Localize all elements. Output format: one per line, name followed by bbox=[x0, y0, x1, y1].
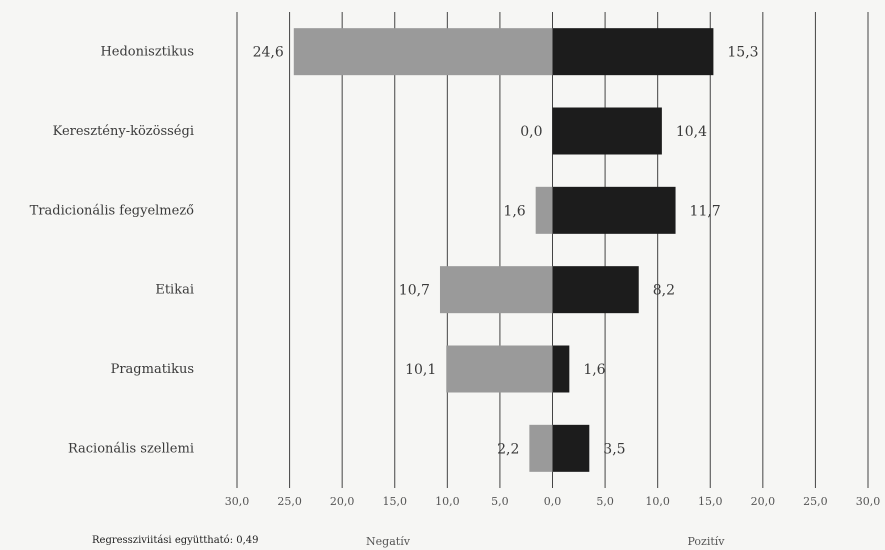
bar-negative bbox=[535, 186, 553, 234]
bar-positive bbox=[552, 186, 676, 234]
value-label-negative: 10,7 bbox=[399, 283, 430, 299]
x-axis-label-negative: Negatív bbox=[366, 535, 411, 548]
value-label-positive: 1,6 bbox=[583, 362, 605, 378]
x-tick-label: 5,0 bbox=[491, 495, 509, 508]
category-label: Etikai bbox=[155, 283, 194, 298]
bar-positive bbox=[552, 266, 639, 314]
category-label: Hedonisztikus bbox=[100, 45, 194, 60]
x-tick-label: 15,0 bbox=[383, 495, 408, 508]
bar-negative bbox=[293, 28, 553, 76]
value-label-positive: 11,7 bbox=[690, 203, 721, 219]
bar-negative bbox=[446, 345, 553, 393]
x-axis-label-positive: Pozitív bbox=[687, 535, 725, 548]
category-labels: Hedonisztikus Keresztény-közösségi Tradici… bbox=[30, 45, 195, 457]
x-tick-label: 0,0 bbox=[544, 495, 562, 508]
bars bbox=[293, 28, 714, 472]
gridlines bbox=[236, 12, 869, 488]
regression-coefficient-note: Regressziviitási együttható: 0,49 bbox=[92, 535, 259, 546]
x-tick-label: 5,0 bbox=[596, 495, 614, 508]
x-tick-label: 25,0 bbox=[277, 495, 302, 508]
value-label-negative: 10,1 bbox=[405, 362, 436, 378]
value-labels: 24,6 15,3 0,0 10,4 1,6 11,7 10,7 8,2 10,1 1,6 2,2 3… bbox=[253, 45, 759, 458]
x-tick-label: 30,0 bbox=[856, 495, 881, 508]
x-tick-label: 25,0 bbox=[803, 495, 828, 508]
value-label-positive: 15,3 bbox=[727, 45, 758, 61]
x-tick-label: 10,0 bbox=[435, 495, 460, 508]
category-label: Keresztény-közösségi bbox=[53, 124, 194, 139]
bar-positive bbox=[552, 424, 590, 472]
x-tick-label: 10,0 bbox=[645, 495, 670, 508]
value-label-positive: 8,2 bbox=[653, 283, 675, 299]
x-tick-label: 30,0 bbox=[225, 495, 250, 508]
x-tick-label: 20,0 bbox=[751, 495, 776, 508]
bar-positive bbox=[552, 345, 570, 393]
category-label: Pragmatikus bbox=[111, 362, 194, 377]
value-label-positive: 3,5 bbox=[603, 441, 625, 457]
x-tick-label: 20,0 bbox=[330, 495, 355, 508]
category-label: Tradicionális fegyelmező bbox=[30, 203, 195, 218]
value-label-negative: 1,6 bbox=[503, 203, 525, 219]
value-label-positive: 10,4 bbox=[676, 124, 707, 140]
x-tick-label: 15,0 bbox=[698, 495, 723, 508]
bar-positive bbox=[552, 107, 662, 155]
value-label-negative: 24,6 bbox=[253, 45, 284, 61]
x-tick-labels: 30,0 25,0 20,0 15,0 10,0 5,0 0,0 5,0 10,0 15,0 20,… bbox=[225, 495, 881, 508]
bar-negative bbox=[439, 266, 553, 314]
value-label-negative: 0,0 bbox=[520, 124, 542, 140]
bar-negative bbox=[529, 424, 553, 472]
category-label: Racionális szellemi bbox=[68, 441, 194, 456]
bar-positive bbox=[552, 28, 714, 76]
value-label-negative: 2,2 bbox=[497, 441, 519, 457]
